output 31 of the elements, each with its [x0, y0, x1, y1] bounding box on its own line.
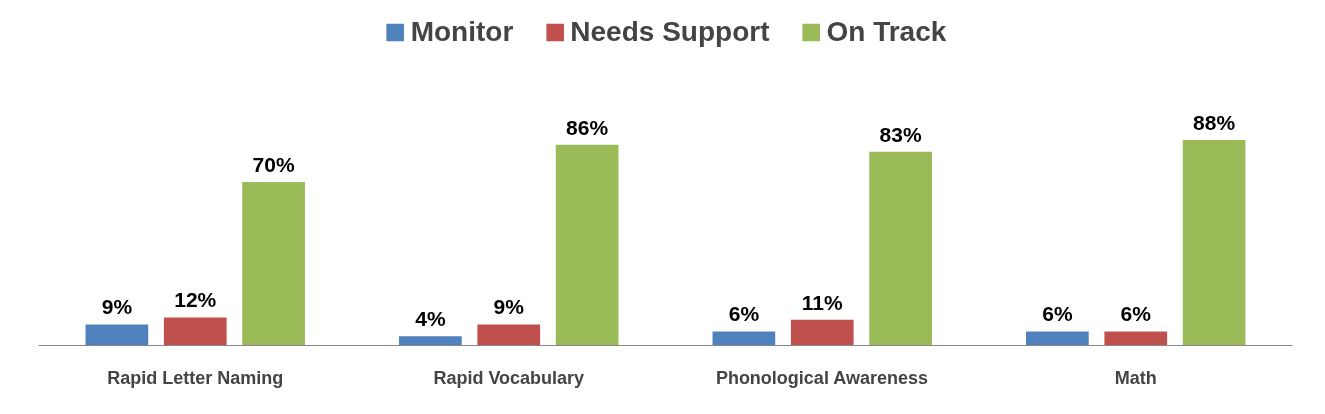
bar [790, 319, 854, 346]
bar [555, 144, 619, 346]
x-tick-label: Rapid Vocabulary [433, 367, 585, 388]
data-label: 11% [801, 290, 844, 314]
data-label: 6% [1120, 302, 1152, 326]
data-label: 88% [1193, 110, 1236, 134]
legend-label: Needs Support [570, 16, 770, 48]
bar [242, 182, 305, 346]
data-label: 4% [415, 307, 446, 331]
data-label: 86% [566, 115, 609, 139]
data-label: 9% [101, 295, 133, 319]
bar [85, 324, 149, 346]
bar [477, 324, 541, 346]
x-tick-label: Phonological Awareness [715, 367, 928, 388]
legend-label: Monitor [410, 16, 514, 48]
bar [1104, 331, 1168, 346]
bar [399, 336, 462, 346]
bar [1182, 139, 1246, 346]
data-label: 70% [252, 153, 295, 177]
data-label: 83% [879, 122, 922, 146]
bar [712, 331, 776, 346]
data-label: 6% [1042, 302, 1073, 326]
data-label: 12% [174, 288, 217, 312]
x-tick-label: Math [1114, 367, 1157, 388]
x-tick-label: Rapid Letter Naming [107, 367, 284, 388]
data-label: 9% [493, 295, 525, 319]
bar [869, 151, 932, 346]
legend-label: On Track [826, 16, 947, 48]
bar [1026, 331, 1089, 346]
bar [163, 317, 227, 346]
data-label: 6% [728, 302, 760, 326]
